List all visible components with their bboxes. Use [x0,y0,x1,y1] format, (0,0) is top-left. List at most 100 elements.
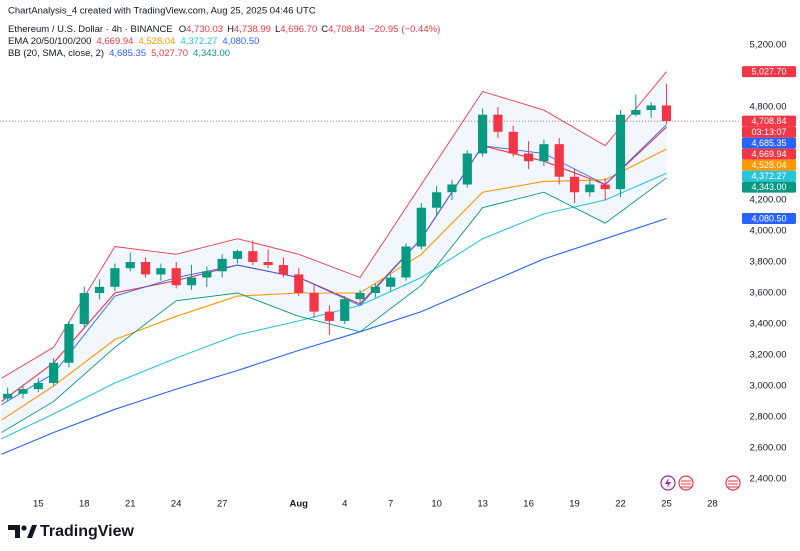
candle-body [94,286,105,294]
candle-body [401,246,411,278]
price-tags: 5,027.70 4,708.8403:13:074,685.354,669.94… [742,66,796,225]
ohlc-key: H [227,24,234,35]
indicator-tag [742,66,796,78]
ema-line [1,217,667,455]
x-tick-label: 27 [217,499,228,510]
x-tick-label: 25 [661,499,672,510]
x-tick-label: 4 [342,499,347,510]
candle-body [355,293,365,300]
change: −20.95 [369,24,398,35]
symbol-legend: Ethereum / U.S. Dollar · 4h · BINANCE O4,… [8,24,440,35]
bb-line [1,124,667,405]
indicator-value: 4,669.94 [96,36,133,47]
indicator-tag-label: 4,685.35 [751,138,786,148]
indicator-name: BB (20, SMA, close, 2) [8,48,104,59]
indicator-value: 4,080.50 [222,36,259,47]
indicator-value: 4,372.27 [180,36,217,47]
x-tick-label: Aug [290,499,309,510]
ohlc-value: 4,730.03 [186,24,223,35]
brand-logo: TradingView [8,523,135,540]
indicator-tag-label: 5,027.70 [751,67,786,77]
candle-body [18,389,28,394]
x-tick-label: 15 [33,499,44,510]
indicator-value: 5,027.70 [151,48,188,59]
ohlc-key: O [179,24,186,35]
candle-body [585,184,595,193]
indicator-tag-label: 4,528.04 [751,160,786,170]
indicator-legend: EMA 20/50/100/200 4,669.94 4,528.04 4,372.2… [8,36,259,47]
x-tick-label: 28 [707,499,718,510]
axis-icons [660,475,741,491]
y-tick-label: 3,800.00 [750,257,787,268]
y-tick-label: 3,000.00 [750,381,787,392]
icon[interactable] [725,475,741,491]
candle-body [324,311,334,321]
candle-body [248,251,258,263]
ohlc-key: C [321,24,328,35]
candle-body [186,277,197,286]
x-tick-label: 7 [388,499,393,510]
candle-body [217,258,227,272]
indicator-tag-label: 4,343.00 [751,182,786,192]
indicator-tag-label: 4,372.27 [751,171,786,181]
x-tick-label: 21 [125,499,136,510]
price-tag [742,115,796,127]
x-tick-label: 13 [477,499,488,510]
y-tick-label: 3,400.00 [750,319,787,330]
logo-mark [21,525,27,531]
candle-body [232,251,243,259]
candle-body [493,114,503,132]
indicator-tag-label: 4,669.94 [751,149,786,159]
y-tick-label: 4,200.00 [750,195,787,206]
countdown-tag-label: 03:13:07 [751,127,786,137]
x-tick-label: 10 [431,499,442,510]
ohlc-value: 4,738.99 [234,24,271,35]
indicator-legend: BB (20, SMA, close, 2) 4,685.35 5,027.70 4,… [8,48,230,59]
candle-body [462,153,472,185]
countdown-tag [742,126,796,138]
candle-body [33,382,43,390]
ohlc-key: L [275,24,280,35]
candle-body [171,268,181,286]
bb-fill [1,71,667,433]
y-tick-label: 2,600.00 [750,443,787,454]
candle-body [661,105,672,122]
candle-body [294,274,304,294]
x-tick-label: 18 [79,499,90,510]
brand-name: TradingView [40,523,135,540]
y-tick-label: 2,400.00 [750,474,787,485]
indicator-tag [742,137,796,149]
y-tick-label: 2,800.00 [750,412,787,423]
y-tick-label: 3,600.00 [750,288,787,299]
ema-line [1,126,667,402]
y-tick-label: 4,000.00 [750,226,787,237]
candle-body [64,324,74,363]
icon[interactable] [678,475,694,491]
candle-body [49,362,59,383]
candle-body [631,110,641,115]
candle-body [569,176,580,193]
x-tick-label: 22 [615,499,626,510]
y-tick-label: 4,800.00 [750,101,787,112]
bb-line [1,71,667,379]
candle-body [432,192,442,208]
icon [681,480,691,488]
indicator-name: EMA 20/50/100/200 [8,36,91,47]
ohlc-value: 4,696.70 [280,24,317,35]
header-title: ChartAnalysis_4 created with TradingView… [8,6,316,17]
indicator-tag [742,181,796,193]
x-tick-label: 16 [523,499,534,510]
candle-body [79,293,89,325]
candle-body [447,184,457,193]
candle-body [125,262,135,269]
candle-body [3,393,13,399]
x-tick-label: 24 [171,499,182,510]
candle-body [539,144,549,162]
candle-body [309,293,319,312]
logo-mark [27,525,37,538]
plot-area: 5,200.00 4,800.00 4,200.00 4,000.00 3,800.00… [0,39,787,510]
candle-body [554,144,564,177]
indicator-tag-label: 4,080.50 [751,213,786,223]
candle-body [110,268,120,287]
